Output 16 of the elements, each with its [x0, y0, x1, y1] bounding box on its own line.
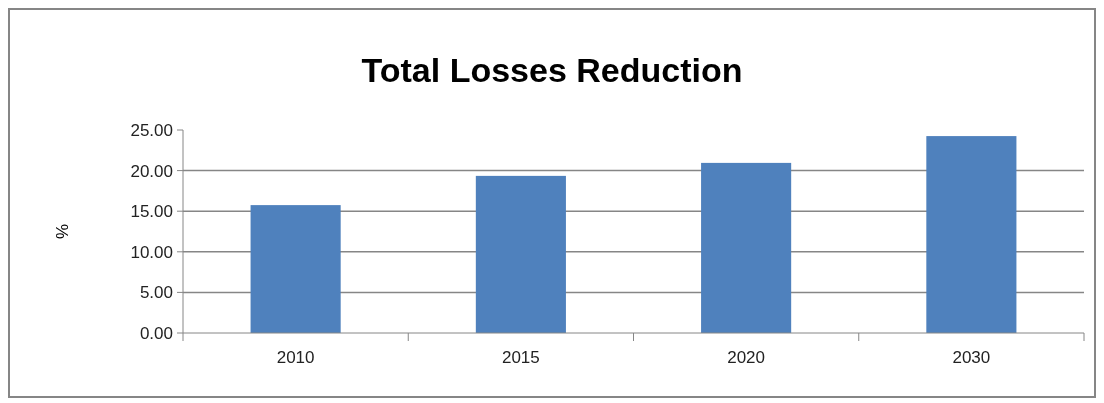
bar: [701, 162, 792, 333]
x-tick-label: 2020: [727, 348, 766, 367]
chart-title: Total Losses Reduction: [361, 51, 743, 89]
bar: [250, 205, 341, 333]
y-axis-title: %: [53, 223, 72, 240]
y-tick-label: 20.00: [130, 161, 173, 181]
x-tick-label: 2030: [952, 348, 991, 367]
y-tick-label: 25.00: [130, 120, 173, 140]
y-tick-label: 0.00: [139, 323, 173, 343]
y-tick-label: 10.00: [130, 242, 173, 262]
bar: [475, 175, 566, 333]
y-tick-label: 15.00: [130, 202, 173, 222]
bar: [926, 136, 1017, 333]
x-tick-label: 2015: [501, 348, 540, 367]
x-tick-label: 2010: [276, 348, 315, 367]
y-tick-label: 5.00: [139, 283, 173, 303]
